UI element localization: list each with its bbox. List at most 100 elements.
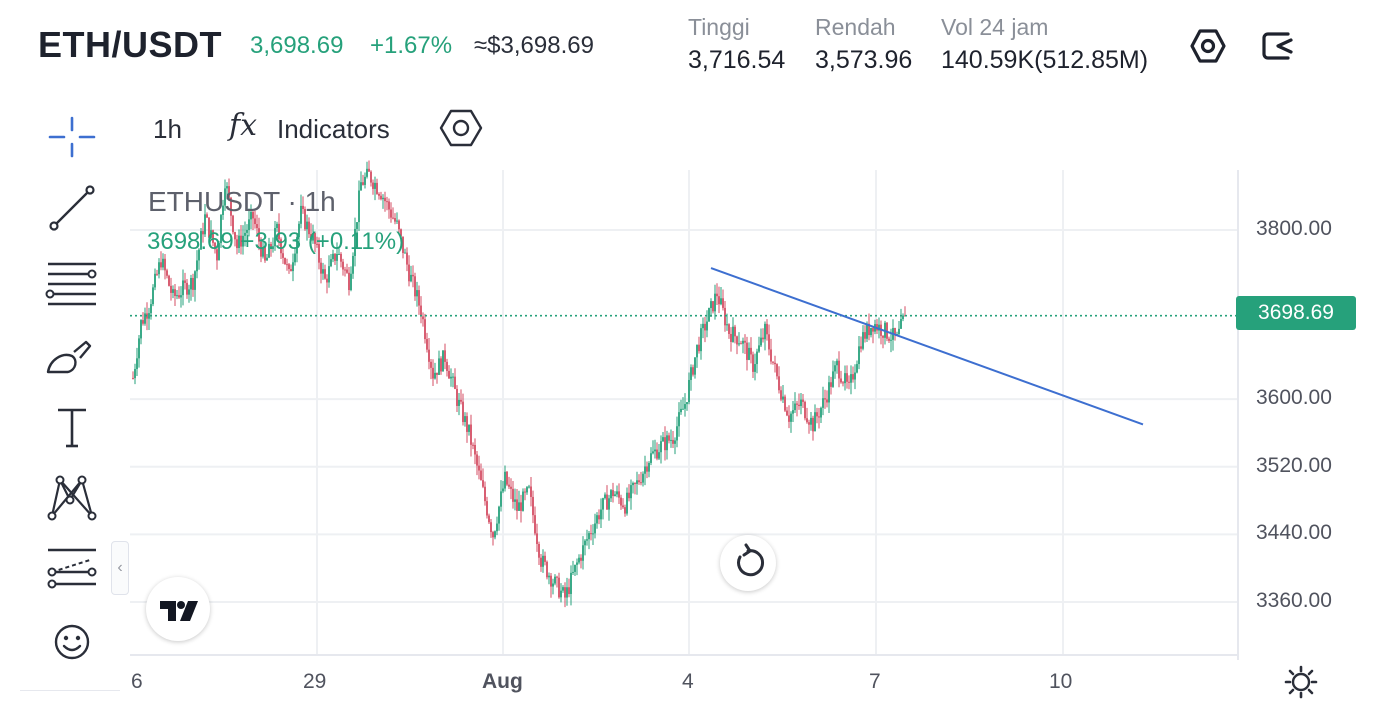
candle-body xyxy=(334,253,336,261)
candle-body xyxy=(300,205,302,224)
candle-body xyxy=(136,358,138,369)
candle-body xyxy=(504,471,506,489)
price-chart[interactable] xyxy=(0,160,1386,660)
candle-body xyxy=(394,218,396,222)
candle-body xyxy=(174,289,176,297)
emoji-icon[interactable] xyxy=(40,614,104,670)
candle-body xyxy=(826,399,828,403)
candle-body xyxy=(314,233,316,244)
candle-body xyxy=(776,364,778,377)
candle-body xyxy=(494,531,496,538)
candle-body xyxy=(456,388,458,406)
candle-body xyxy=(722,298,724,308)
candle-body xyxy=(648,462,650,472)
candle-body xyxy=(754,364,756,372)
candle-body xyxy=(202,231,204,235)
candle-body xyxy=(286,264,288,266)
candle-body xyxy=(616,491,618,495)
candle-body xyxy=(854,372,856,380)
candle-body xyxy=(846,373,848,382)
candle-body xyxy=(194,271,196,290)
pair-title[interactable]: ETH/USDT xyxy=(38,24,222,65)
candle-body xyxy=(554,576,556,584)
current-price-tag: 3698.69 xyxy=(1236,296,1356,330)
candle-body xyxy=(740,343,742,345)
candle-body xyxy=(476,454,478,466)
text-icon[interactable] xyxy=(40,400,104,456)
chart-settings-gear-icon[interactable] xyxy=(1284,665,1318,699)
candle-body xyxy=(280,239,282,254)
candle-body xyxy=(596,515,598,524)
candle-body xyxy=(800,399,802,407)
candle-body xyxy=(450,376,452,379)
candle-body xyxy=(806,418,808,423)
candle-body xyxy=(298,223,300,238)
candle-body xyxy=(432,367,434,379)
candle-body xyxy=(490,522,492,533)
candle-body xyxy=(214,242,216,250)
candle-body xyxy=(162,258,164,268)
trend-line-icon[interactable] xyxy=(40,180,104,236)
candle-body xyxy=(472,444,474,446)
brush-icon[interactable] xyxy=(40,328,104,384)
candle-body xyxy=(816,412,818,417)
candle-body xyxy=(338,253,340,255)
chart-settings-hex-icon[interactable] xyxy=(438,106,484,150)
candle-body xyxy=(306,221,308,230)
candle-body xyxy=(492,532,494,538)
candle-body xyxy=(778,376,780,391)
candle-body xyxy=(176,295,178,297)
reset-chart-button[interactable] xyxy=(720,535,776,591)
candle-body xyxy=(474,444,476,455)
crosshair-icon[interactable] xyxy=(40,110,104,166)
candle-body xyxy=(400,229,402,237)
candle-body xyxy=(882,335,884,338)
candle-body xyxy=(802,399,804,402)
candle-body xyxy=(508,484,510,487)
candle-body xyxy=(376,182,378,194)
share-exit-icon[interactable] xyxy=(1258,26,1298,66)
candle-body xyxy=(848,381,850,383)
candle-body xyxy=(208,217,210,238)
candle-body xyxy=(870,327,872,336)
candle-body xyxy=(576,562,578,565)
fx-symbol: fx xyxy=(229,108,258,143)
fib-lines-icon[interactable] xyxy=(40,256,104,312)
pattern-icon[interactable] xyxy=(40,472,104,528)
candle-body xyxy=(454,376,456,389)
candle-body xyxy=(488,515,490,523)
fx-icon[interactable]: fx xyxy=(229,108,257,143)
candle-body xyxy=(652,451,654,454)
candle-body xyxy=(518,502,520,511)
indicators-button[interactable]: Indicators xyxy=(277,114,390,144)
candle-body xyxy=(386,201,388,203)
candle-body xyxy=(716,293,718,297)
candle-body xyxy=(562,587,564,591)
candle-body xyxy=(588,533,590,540)
candle-body xyxy=(864,332,866,339)
forecast-icon[interactable] xyxy=(40,542,104,598)
candle-body xyxy=(552,583,554,587)
candle-body xyxy=(216,249,218,261)
candle-body xyxy=(852,374,854,380)
candle-body xyxy=(602,498,604,510)
candle-body xyxy=(246,229,248,233)
candle-body xyxy=(402,236,404,254)
candle-body xyxy=(614,494,616,497)
candle-body xyxy=(860,346,862,349)
tradingview-logo[interactable] xyxy=(146,577,210,641)
candle-body xyxy=(888,338,890,341)
candle-body xyxy=(756,351,758,365)
candle-body xyxy=(734,326,736,337)
x-tick-label: Aug xyxy=(482,670,523,693)
candle-body xyxy=(148,313,150,319)
candle-body xyxy=(772,361,774,363)
candle-body xyxy=(236,239,238,249)
candle-body xyxy=(382,197,384,200)
settings-hex-icon[interactable] xyxy=(1188,26,1228,66)
timeframe-selector[interactable]: 1h xyxy=(153,114,182,144)
collapse-toolbar-button[interactable]: ‹ xyxy=(111,541,129,595)
tradingview-logo-icon xyxy=(160,601,198,621)
candle-body xyxy=(650,453,652,463)
reset-icon xyxy=(737,543,764,577)
